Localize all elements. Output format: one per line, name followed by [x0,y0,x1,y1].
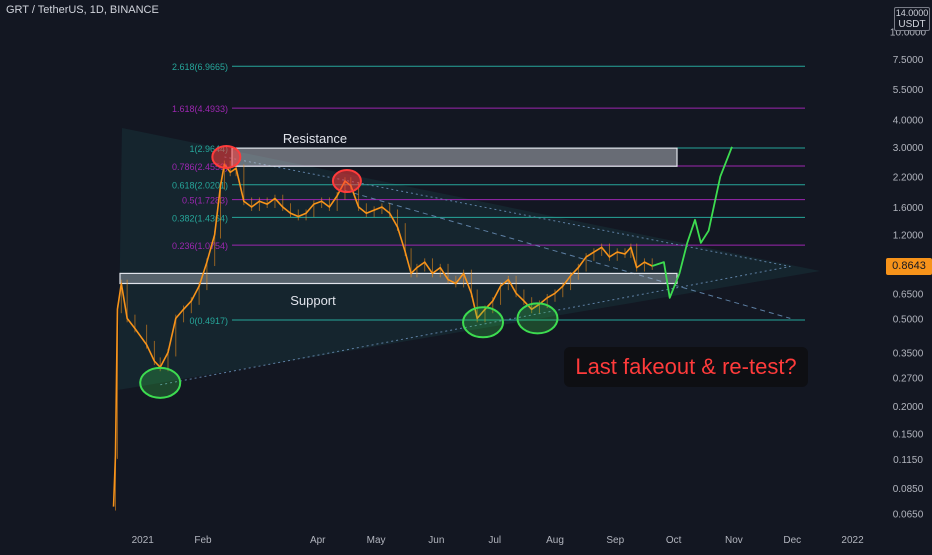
resistance-touch-marker [331,169,362,194]
price-tick-label: 4.0000 [893,115,924,126]
price-tick-label: 0.2700 [893,373,924,384]
price-tick-label: 7.5000 [893,55,924,66]
fib-retracement: 2.618(6.9665) 1.618(4.4933) 1(2.9644) 0.786… [172,62,805,326]
time-tick-label: 2021 [132,535,155,546]
resistance-label: Resistance [283,131,347,146]
time-tick-label: Jul [488,535,501,546]
support-touch-marker [139,366,182,399]
zones [119,147,678,285]
price-tick-label: 0.1150 [893,455,923,466]
time-tick-label: Feb [194,535,212,546]
current-price-badge: 0.8643 [886,258,932,275]
price-tick-label: 1.2000 [893,231,924,242]
axes: 10.0000 7.5000 5.5000 4.0000 3.0000 2.2000 1.6… [132,28,927,546]
currency-badge[interactable]: 14.0000 USDT [894,7,930,31]
support-label: Support [290,293,336,308]
time-tick-label: Sep [606,535,624,546]
price-tick-label: 0.2000 [893,402,924,413]
symbol-title[interactable]: GRT / TetherUS, 1D, BINANCE [6,4,159,16]
price-tick-label: 10.0000 [890,28,927,39]
fib-label: 0.618(2.0201) [172,181,228,191]
highlight-ellipses [139,144,559,399]
fib-label: 1(2.9644) [189,144,228,154]
support-touch-marker [462,306,505,339]
trendline [160,265,791,386]
support-touch-marker [516,302,559,335]
fib-label: 1.618(4.4933) [172,104,228,114]
price-tick-label: 0.0650 [893,510,924,521]
resistance-zone [231,147,678,167]
time-tick-label: Oct [666,535,682,546]
price-tick-label: 0.1500 [893,430,924,441]
resistance-touch-marker [211,144,242,169]
time-tick-label: Apr [310,535,326,546]
fib-label: 0(0.4917) [189,316,228,326]
fan-triangle [118,128,820,390]
fib-label: 2.618(6.9665) [172,62,228,72]
time-tick-label: 2022 [841,535,864,546]
price-tick-label: 0.5000 [893,314,924,325]
time-tick-label: Dec [783,535,801,546]
currency-label: USDT [898,19,926,30]
fib-label: 0.236(1.0754) [172,241,228,251]
trendline [224,156,791,267]
time-tick-label: Nov [725,535,743,546]
fib-label: 0.5(1.7283) [182,196,228,206]
price-tick-label: 3.0000 [893,143,924,154]
price-tick-label: 0.0850 [893,484,924,495]
time-tick-label: Aug [546,535,564,546]
time-tick-label: Jun [428,535,444,546]
time-tick-label: May [367,535,386,546]
price-tick-label: 0.3500 [893,349,924,360]
callout-box: Last fakeout & re-test? [564,347,808,387]
series [112,146,733,511]
price-tick-label: 0.6500 [893,289,924,300]
price-tick-label: 1.6000 [893,203,924,214]
price-tick-label: 2.2000 [893,173,924,184]
projection-line [651,146,733,299]
trendlines [160,156,791,386]
fib-label: 0.786(2.4553) [172,162,228,172]
fib-label: 0.382(1.4364) [172,213,228,223]
currency-top-value: 14.0000 [895,8,929,18]
price-tick-label: 5.5000 [893,85,924,96]
fan-fill [118,128,820,390]
